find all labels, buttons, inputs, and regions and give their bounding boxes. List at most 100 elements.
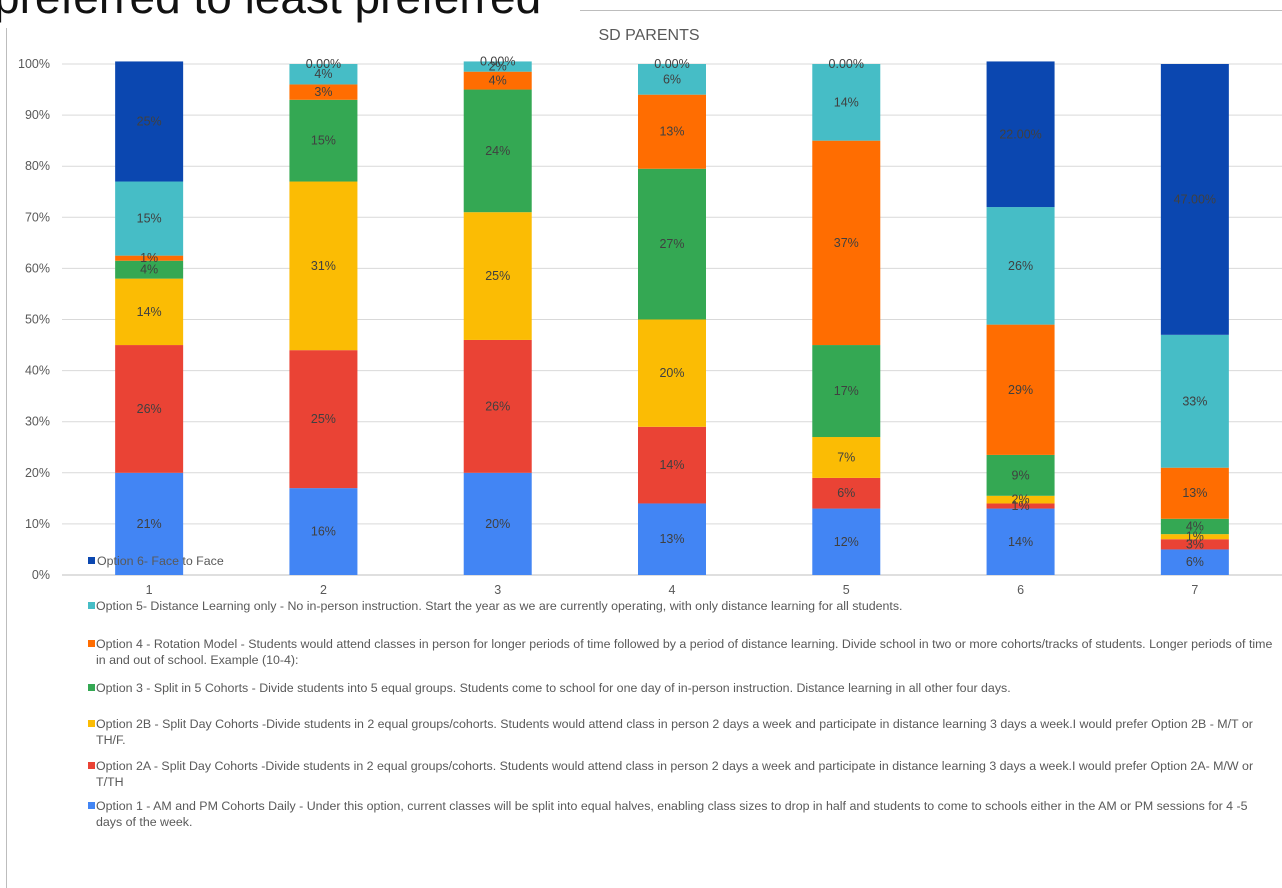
bar-segment xyxy=(115,181,184,256)
data-label: 0.00% xyxy=(654,57,689,71)
bar-segment xyxy=(463,71,532,90)
data-label: 29% xyxy=(1008,383,1033,397)
data-label: 14% xyxy=(137,305,162,319)
bar-segment xyxy=(812,140,881,346)
x-tick-label: 3 xyxy=(494,583,501,597)
legend-swatch xyxy=(88,762,95,769)
bar-segment xyxy=(638,426,706,504)
bar-segment xyxy=(812,345,881,438)
bar-segment xyxy=(289,99,358,182)
legend-label: Option 5- Distance Learning only - No in… xyxy=(96,599,903,613)
data-label: 12% xyxy=(834,535,859,549)
data-label: 4% xyxy=(140,263,158,277)
data-label: 0.00% xyxy=(480,54,515,68)
legend-item: Option 2B - Split Day Cohorts -Divide st… xyxy=(88,716,1273,748)
data-label: 20% xyxy=(485,517,510,531)
bar-segment xyxy=(289,350,358,489)
legend-swatch xyxy=(88,640,95,647)
legend-label: Option 2B - Split Day Cohorts -Divide st… xyxy=(96,717,1253,747)
data-label: 9% xyxy=(1012,468,1030,482)
y-tick-label: 30% xyxy=(25,415,50,429)
bar-segment xyxy=(986,324,1055,455)
bar-segment xyxy=(638,94,706,169)
legend-item: Option 4 - Rotation Model - Students wou… xyxy=(88,636,1273,668)
data-label: 15% xyxy=(137,212,162,226)
legend-item: Option 1 - AM and PM Cohorts Daily - Und… xyxy=(88,798,1273,830)
data-label: 13% xyxy=(659,532,684,546)
y-tick-label: 40% xyxy=(25,364,50,378)
data-label: 27% xyxy=(659,237,684,251)
bar-segment xyxy=(812,64,881,141)
y-tick-label: 0% xyxy=(32,568,50,582)
data-label: 17% xyxy=(834,384,859,398)
data-label: 0.00% xyxy=(306,57,341,71)
data-label: 13% xyxy=(659,125,684,139)
data-label: 14% xyxy=(834,95,859,109)
legend-item: Option 5- Distance Learning only - No in… xyxy=(88,598,1273,614)
data-label: 33% xyxy=(1182,394,1207,408)
bar-segment xyxy=(986,503,1055,509)
legend-swatch xyxy=(88,720,95,727)
x-tick-label: 2 xyxy=(320,583,327,597)
stacked-bar-chart: SD PARENTS 0% 10% 20% 30% 40% 50% 60% 70% 80% 90%… xyxy=(18,27,1282,597)
data-label: 26% xyxy=(485,399,510,413)
data-label: 1% xyxy=(1186,530,1204,544)
x-tick-label: 4 xyxy=(669,583,676,597)
legend-item: Option 3 - Split in 5 Cohorts - Divide s… xyxy=(88,680,1273,696)
data-label: 6% xyxy=(837,486,855,500)
data-label: 37% xyxy=(834,236,859,250)
y-tick-label: 80% xyxy=(25,159,50,173)
data-label: 3% xyxy=(1186,537,1204,551)
bar-segment xyxy=(115,472,184,575)
bar-segment xyxy=(115,255,184,261)
data-label: 7% xyxy=(837,450,855,464)
chart-title: SD PARENTS xyxy=(598,27,699,44)
bars xyxy=(115,61,1229,575)
bar-segment xyxy=(638,168,706,320)
bar-segment xyxy=(986,454,1055,496)
slide-frame-top-rule xyxy=(580,10,1282,11)
bar-segment xyxy=(463,61,532,72)
bar-segment xyxy=(986,61,1055,208)
data-label: 26% xyxy=(137,402,162,416)
bar-segment xyxy=(638,503,706,575)
y-tick-label: 90% xyxy=(25,108,50,122)
legend-swatch xyxy=(88,602,95,609)
y-tick-label: 10% xyxy=(25,517,50,531)
bar-segment xyxy=(986,495,1055,504)
bar-segment xyxy=(289,488,358,575)
data-label: 24% xyxy=(485,144,510,158)
y-axis-tick-labels: 0% 10% 20% 30% 40% 50% 60% 70% 80% 90% 100% xyxy=(18,57,50,582)
y-tick-label: 20% xyxy=(25,466,50,480)
legend-label: Option 6- Face to Face xyxy=(97,554,224,568)
y-tick-label: 60% xyxy=(25,261,50,275)
data-label: 2% xyxy=(489,60,507,74)
data-label: 15% xyxy=(311,134,336,148)
bar-segment xyxy=(986,207,1055,325)
bar-segment xyxy=(463,89,532,213)
bar-segment xyxy=(1160,534,1229,540)
data-label: 22.00% xyxy=(999,127,1041,141)
data-label: 47.00% xyxy=(1174,192,1216,206)
bar-segment xyxy=(1160,518,1229,535)
bar-segment xyxy=(812,437,881,478)
data-label: 6% xyxy=(663,72,681,86)
data-label: 1% xyxy=(1012,499,1030,513)
legend-item: Option 2A - Split Day Cohorts -Divide st… xyxy=(88,758,1273,790)
bar-segment xyxy=(1160,549,1229,575)
bar-segment xyxy=(463,472,532,575)
data-label: 14% xyxy=(659,458,684,472)
data-label: 26% xyxy=(1008,259,1033,273)
bar-segment xyxy=(1160,64,1229,335)
legend-item-option-6: Option 6- Face to Face xyxy=(88,554,224,568)
legend-label: Option 1 - AM and PM Cohorts Daily - Und… xyxy=(96,799,1248,829)
legend-label: Option 2A - Split Day Cohorts -Divide st… xyxy=(96,759,1254,789)
x-axis-tick-labels: 1 2 3 4 5 6 7 xyxy=(146,583,1199,597)
bar-segment xyxy=(1160,334,1229,468)
y-tick-label: 70% xyxy=(25,210,50,224)
bar-segment xyxy=(1160,467,1229,519)
data-labels: 21%26%14%4%1%15%25%16%25%31%15%3%4%0.00%… xyxy=(137,54,1216,569)
bar-segment xyxy=(1160,539,1229,550)
x-tick-label: 5 xyxy=(843,583,850,597)
data-label: 0.00% xyxy=(829,57,864,71)
